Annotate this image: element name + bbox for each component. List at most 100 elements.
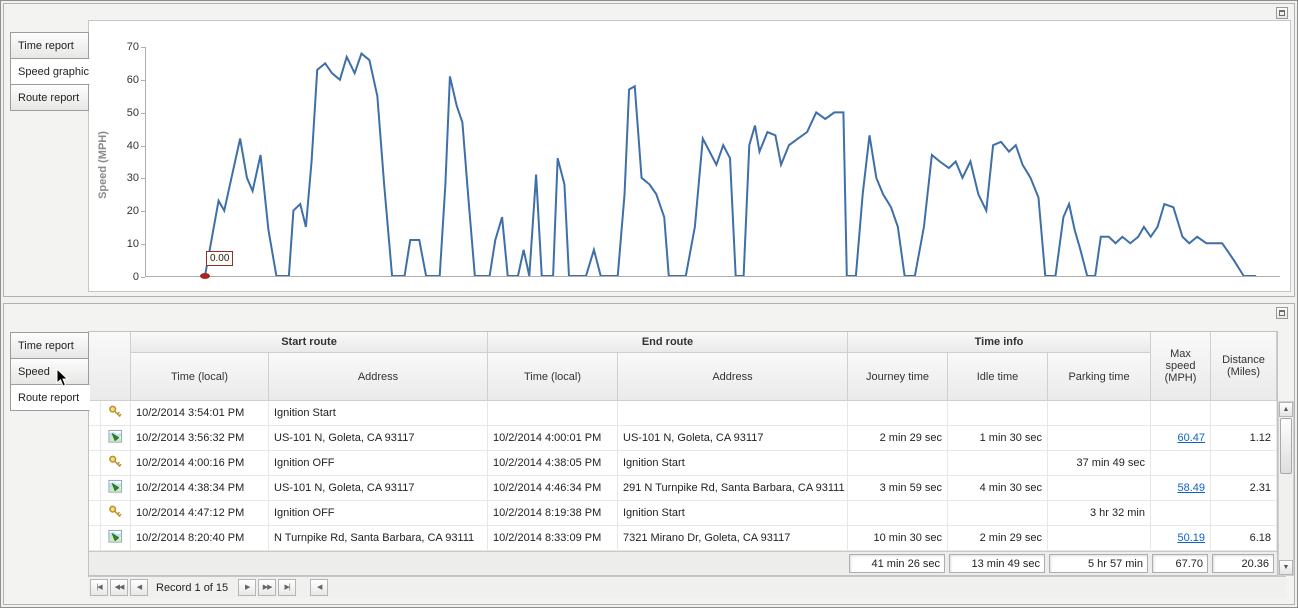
- cell: [948, 501, 1048, 526]
- speed-line-chart: [146, 47, 1280, 276]
- max-speed-link[interactable]: 50.19: [1177, 532, 1205, 544]
- cell: 10/2/2014 3:54:01 PM: [131, 401, 269, 426]
- tab-time-report[interactable]: Time report: [10, 332, 89, 359]
- y-tick-mark: [141, 244, 145, 246]
- y-tick-label: 30: [126, 172, 139, 185]
- band-start-route[interactable]: Start route: [131, 332, 488, 354]
- maximize-icon[interactable]: [1276, 307, 1288, 319]
- column-header-journey-time[interactable]: Journey time: [848, 353, 948, 401]
- cell: [1048, 526, 1151, 551]
- route-map-icon: [108, 429, 123, 443]
- cell: 2.31: [1211, 476, 1277, 501]
- y-tick-mark: [141, 211, 145, 213]
- start-point-marker: [199, 273, 210, 279]
- tab-route-report[interactable]: Route report: [10, 384, 90, 411]
- summary-row: 41 min 26 sec 13 min 49 sec 5 hr 57 min 67.…: [89, 551, 1277, 575]
- cell: 10/2/2014 8:19:38 PM: [488, 501, 618, 526]
- tab-speed-graphic[interactable]: Speed graphic: [10, 58, 90, 85]
- scroll-up-icon[interactable]: ▲: [1279, 402, 1293, 417]
- ignition-key-icon: [109, 455, 122, 468]
- column-header-parking-time[interactable]: Parking time: [1048, 353, 1152, 401]
- speed-chart: Speed (MPH) 0 10 20 30 40 50 60 70 0.00: [88, 20, 1291, 292]
- record-count-label: Record 1 of 15: [156, 581, 229, 594]
- y-tick-mark: [141, 47, 145, 48]
- cell: [848, 401, 948, 426]
- y-axis-label: Speed (MPH): [97, 131, 109, 199]
- y-tick-label: 0: [132, 271, 139, 283]
- cell: Ignition Start: [269, 401, 488, 426]
- cell: Ignition Start: [618, 501, 848, 526]
- max-speed-link[interactable]: 58.49: [1177, 482, 1205, 494]
- table-rows-viewport: 10/2/2014 3:54:01 PM Ignition Start 10/2/2…: [89, 401, 1277, 551]
- cell: 6.18: [1211, 526, 1277, 551]
- cell: US-101 N, Goleta, CA 93117: [618, 426, 848, 451]
- cell: 10 min 30 sec: [848, 526, 948, 551]
- cell: Ignition Start: [618, 451, 848, 476]
- summary-max-speed: 67.70: [1152, 554, 1208, 573]
- maximize-icon[interactable]: [1276, 7, 1288, 19]
- table-row[interactable]: 10/2/2014 4:00:16 PM Ignition OFF 10/2/201…: [89, 451, 1277, 476]
- y-tick-label: 50: [126, 106, 139, 119]
- column-header-address[interactable]: Address: [269, 353, 488, 401]
- cell: [848, 451, 948, 476]
- last-record-icon[interactable]: ▶|: [278, 579, 297, 596]
- route-map-icon: [108, 529, 123, 543]
- cell: 37 min 49 sec: [1048, 451, 1151, 476]
- next-record-icon[interactable]: ▶: [238, 579, 257, 596]
- next-page-record-icon[interactable]: ▶▶: [258, 579, 277, 596]
- column-header-idle-time[interactable]: Idle time: [948, 353, 1048, 401]
- band-time-info[interactable]: Time info: [848, 332, 1152, 354]
- cell: 60.47: [1151, 426, 1211, 451]
- table-row[interactable]: 10/2/2014 3:54:01 PM Ignition Start: [89, 401, 1277, 426]
- tab-speed-graphic[interactable]: Speed graphic: [10, 358, 89, 404]
- max-speed-link[interactable]: 60.47: [1177, 432, 1205, 444]
- cell: [1151, 401, 1211, 426]
- ignition-key-icon: [109, 405, 122, 418]
- cell: 10/2/2014 4:46:34 PM: [488, 476, 618, 501]
- prev-record-icon[interactable]: ◀: [130, 579, 148, 596]
- column-header-time-local-[interactable]: Time (local): [131, 353, 269, 401]
- first-record-icon[interactable]: |◀: [90, 579, 108, 596]
- cell: [1151, 501, 1211, 526]
- cell: 10/2/2014 3:56:32 PM: [131, 426, 269, 451]
- column-header-distance[interactable]: Distance (Miles): [1211, 332, 1278, 401]
- column-header-address[interactable]: Address: [618, 353, 848, 401]
- y-tick-label: 60: [126, 73, 139, 86]
- y-tick-mark: [141, 178, 145, 180]
- cell: 10/2/2014 4:38:05 PM: [488, 451, 618, 476]
- row-icon-cell: [101, 426, 131, 451]
- route-map-icon: [108, 479, 123, 493]
- row-indicator: [89, 526, 101, 551]
- column-header-max-speed[interactable]: Max speed (MPH): [1151, 332, 1212, 401]
- vertical-scrollbar-thumb[interactable]: [1280, 418, 1292, 474]
- table-row[interactable]: 10/2/2014 8:20:40 PM N Turnpike Rd, Santa…: [89, 526, 1277, 551]
- band-end-route[interactable]: End route: [488, 332, 848, 354]
- header-indicator-blank: [89, 332, 131, 401]
- row-indicator: [89, 451, 101, 476]
- prev-page-record-icon[interactable]: ◀◀: [110, 579, 128, 596]
- vertical-scrollbar[interactable]: ▲ ▼: [1278, 401, 1294, 576]
- column-header-time-local-[interactable]: Time (local): [488, 353, 618, 401]
- table-row[interactable]: 10/2/2014 4:38:34 PM US-101 N, Goleta, CA…: [89, 476, 1277, 501]
- table-row[interactable]: 10/2/2014 4:47:12 PM Ignition OFF 10/2/201…: [89, 501, 1277, 526]
- cell: [948, 451, 1048, 476]
- row-indicator: [89, 426, 101, 451]
- cell: 10/2/2014 8:33:09 PM: [488, 526, 618, 551]
- cell: [1211, 501, 1277, 526]
- route-table: Start route End route Time info Max speed (…: [88, 331, 1278, 576]
- row-icon-cell: [101, 476, 131, 501]
- cell: 291 N Turnpike Rd, Santa Barbara, CA 931…: [618, 476, 848, 501]
- cell: [1211, 451, 1277, 476]
- cell: [948, 401, 1048, 426]
- row-indicator: [89, 476, 101, 501]
- cell: 58.49: [1151, 476, 1211, 501]
- cell: [488, 401, 618, 426]
- tab-route-report[interactable]: Route report: [10, 84, 89, 111]
- record-navigator: |◀ ◀◀ ◀ Record 1 of 15 ▶ ▶▶ ▶| ◀: [88, 576, 1286, 598]
- tab-time-report[interactable]: Time report: [10, 32, 89, 59]
- hscroll-left-icon[interactable]: ◀: [310, 579, 329, 596]
- scroll-down-icon[interactable]: ▼: [1279, 560, 1293, 575]
- table-row[interactable]: 10/2/2014 3:56:32 PM US-101 N, Goleta, CA…: [89, 426, 1277, 451]
- cell: 10/2/2014 4:00:16 PM: [131, 451, 269, 476]
